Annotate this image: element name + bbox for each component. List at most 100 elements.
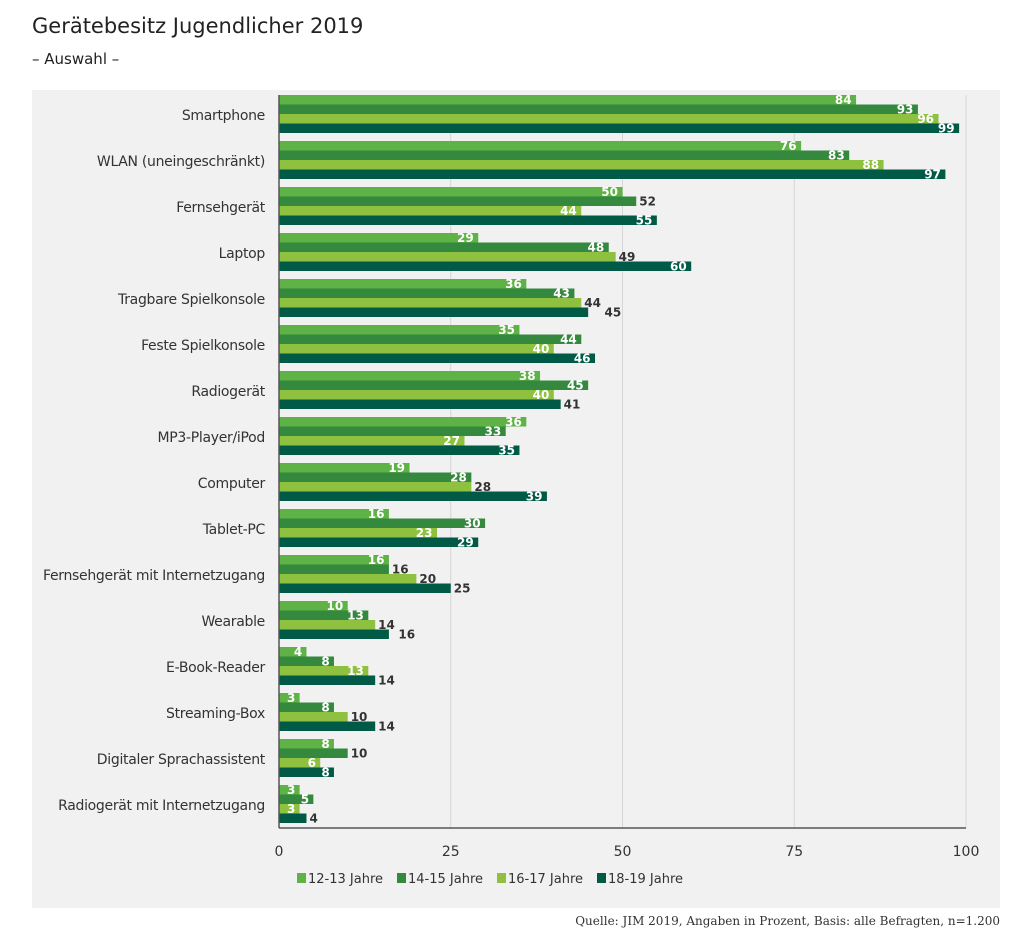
bar [279,656,334,666]
data-label: 28 [474,480,491,494]
bar [279,528,438,538]
x-tick-label: 25 [442,844,460,860]
data-label: 8 [321,737,329,751]
x-tick-label: 50 [614,844,632,860]
data-label: 39 [526,490,543,504]
legend-swatch [497,873,506,883]
bar [279,693,300,703]
bar [279,601,348,611]
category-label: Streaming-Box [166,706,265,722]
bar [279,537,479,547]
bar [279,620,376,630]
legend-swatch [297,873,306,883]
bar [279,123,960,133]
bar [279,463,410,473]
legend-label: 12-13 Jahre [308,872,383,887]
category-label: Radiogerät mit Internetzugang [58,798,265,814]
bar [279,206,582,216]
bar [279,104,918,114]
bar [279,482,472,492]
data-label: 49 [619,250,636,264]
data-label: 36 [505,277,522,291]
data-label: 55 [636,214,653,228]
bar [279,813,307,823]
data-label: 10 [351,747,368,761]
data-label: 6 [308,756,316,770]
legend-swatch [397,873,406,883]
data-label: 28 [450,471,467,485]
data-label: 76 [780,139,797,153]
bar [279,610,369,620]
category-label: Smartphone [182,108,265,124]
bar [279,334,582,344]
data-label: 8 [321,701,329,715]
data-label: 29 [457,536,474,550]
bar [279,666,369,676]
bar [279,767,334,777]
data-label: 97 [924,168,941,182]
bar [279,344,554,354]
chart-subtitle: – Auswahl – [32,50,120,68]
data-label: 23 [416,526,433,540]
bar [279,233,479,243]
category-label: E-Book-Reader [166,660,265,676]
bar [279,160,884,170]
bar [279,721,376,731]
data-label: 8 [321,655,329,669]
data-label: 36 [505,415,522,429]
bar [279,436,465,446]
data-label: 33 [485,425,502,439]
data-label: 44 [584,296,601,310]
bar [279,509,389,519]
data-label: 52 [639,195,656,209]
x-tick-label: 75 [785,844,803,860]
data-label: 16 [398,628,415,642]
bar [279,647,307,657]
category-label: Digitaler Sprachassistent [97,752,266,768]
data-label: 38 [519,369,536,383]
bar [279,564,389,574]
bar [279,95,857,105]
data-label: 84 [835,93,852,107]
chart-title: Gerätebesitz Jugendlicher 2019 [32,14,364,38]
bar [279,675,376,685]
legend-label: 16-17 Jahre [508,872,583,887]
data-label: 43 [553,287,570,301]
bar [279,307,589,317]
data-label: 3 [287,691,295,705]
category-label: Radiogerät [191,384,265,400]
bar [279,702,334,712]
data-label: 30 [464,517,481,531]
data-label: 14 [378,618,395,632]
bar [279,491,547,501]
bar [279,215,657,225]
data-label: 99 [938,122,955,136]
bar [279,758,321,768]
bar [279,629,389,639]
category-label: Fernsehgerät mit Internetzugang [43,568,265,584]
chart-panel: 0 25 50 75 100 Smartphone 84 93 96 99 WLAN (uneing… [32,90,1000,908]
bar [279,288,575,298]
legend-label: 18-19 Jahre [608,872,683,887]
bar [279,114,939,124]
bar [279,472,472,482]
bar [279,804,300,814]
bar [279,242,609,252]
data-label: 40 [533,342,550,356]
data-label: 45 [604,306,621,320]
data-label: 35 [498,323,515,337]
data-label: 8 [321,766,329,780]
bar [279,252,616,262]
legend-label: 14-15 Jahre [408,872,483,887]
bar [279,794,314,804]
bar [279,150,850,160]
bar [279,574,417,584]
bar [279,141,802,151]
category-label: Tablet-PC [202,522,266,538]
data-label: 46 [574,352,591,366]
bar [279,380,589,390]
data-label: 27 [443,434,460,448]
data-label: 16 [368,507,385,521]
data-label: 96 [917,112,934,126]
